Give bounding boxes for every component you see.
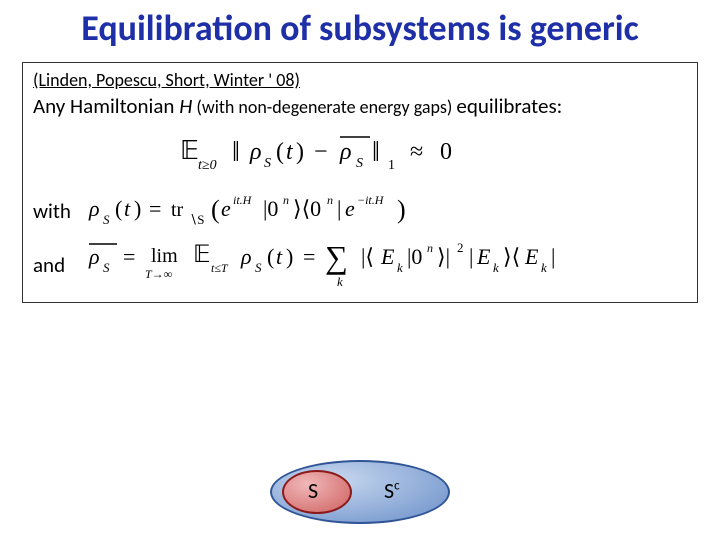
- svg-text:S: S: [103, 212, 110, 227]
- svg-text:): ): [134, 196, 141, 221]
- svg-text:|: |: [469, 244, 473, 269]
- stmt-paren: (with non-degenerate energy gaps): [192, 96, 456, 118]
- svg-text:2: 2: [457, 240, 464, 255]
- svg-text:∑: ∑: [325, 239, 348, 275]
- svg-text:=: =: [123, 244, 135, 269]
- svg-text:tr: tr: [171, 199, 184, 221]
- svg-text:it.H: it.H: [233, 193, 253, 207]
- svg-text:ρ: ρ: [249, 139, 262, 165]
- stmt-prefix: Any Hamiltonian: [33, 93, 179, 119]
- svg-text:ρ: ρ: [88, 244, 100, 269]
- svg-text:E: E: [476, 244, 491, 269]
- svg-text:∖S: ∖S: [189, 212, 205, 227]
- svg-text:n: n: [427, 241, 433, 255]
- math-and-svg: ρ S = lim T→∞ 𝔼 t≤T ρ S ( t ) = ∑ k: [89, 238, 669, 292]
- svg-text:𝔼: 𝔼: [193, 242, 211, 268]
- svg-text:S: S: [255, 260, 262, 275]
- svg-text:n: n: [327, 193, 333, 207]
- svg-text:=: =: [149, 196, 161, 221]
- svg-text:ρ: ρ: [240, 244, 252, 269]
- stmt-suffix: equilibrates:: [456, 93, 562, 119]
- page-title: Equilibration of subsystems is generic: [40, 10, 680, 48]
- and-label: and: [33, 252, 79, 278]
- svg-text:⟩⟨: ⟩⟨: [503, 244, 520, 269]
- equation-main: 𝔼 t≥0 ‖ ρ S ( t ) − ρ S ‖ 1 ≈: [33, 133, 687, 182]
- svg-text:): ): [397, 195, 406, 224]
- svg-text:|0: |0: [407, 244, 422, 269]
- svg-text:k: k: [337, 274, 343, 289]
- svg-text:E: E: [380, 244, 395, 269]
- equation-with-row: with ρ S ( t ) = tr ∖S ( e it.H |0 n ⟩⟨0…: [33, 192, 687, 230]
- svg-text:−it.H: −it.H: [357, 193, 385, 207]
- svg-text:0: 0: [440, 139, 452, 165]
- svg-text:|: |: [551, 244, 555, 269]
- svg-text:t: t: [276, 244, 283, 269]
- svg-text:‖: ‖: [372, 137, 380, 168]
- math-with-svg: ρ S ( t ) = tr ∖S ( e it.H |0 n ⟩⟨0 n | …: [89, 192, 509, 230]
- svg-text:t: t: [124, 196, 131, 221]
- svg-text:T→∞: T→∞: [145, 267, 173, 281]
- svg-text:|0: |0: [263, 196, 278, 221]
- svg-text:): ): [296, 139, 304, 165]
- svg-text:t≥0: t≥0: [198, 158, 217, 173]
- svg-text:S: S: [264, 156, 271, 171]
- svg-text:e: e: [345, 196, 355, 221]
- label-Sc: Sc: [384, 477, 400, 504]
- svg-text:⟩|: ⟩|: [437, 244, 450, 269]
- venn-diagram: S Sc: [270, 460, 470, 530]
- svg-text:lim: lim: [151, 245, 178, 267]
- svg-text:(: (: [211, 195, 220, 224]
- theorem-box: (Linden, Popescu, Short, Winter ' 08) An…: [22, 62, 698, 303]
- svg-text:n: n: [283, 193, 289, 207]
- stmt-H: H: [179, 93, 192, 119]
- svg-text:≈: ≈: [410, 139, 423, 165]
- svg-text:k: k: [493, 260, 499, 275]
- math-main-svg: 𝔼 t≥0 ‖ ρ S ( t ) − ρ S ‖ 1 ≈: [180, 133, 540, 177]
- svg-text:=: =: [303, 244, 315, 269]
- svg-text:t: t: [286, 139, 294, 165]
- svg-text:S: S: [103, 260, 110, 275]
- label-S: S: [308, 477, 318, 504]
- svg-text:S: S: [356, 156, 363, 171]
- svg-text:⟩⟨0: ⟩⟨0: [293, 196, 321, 221]
- svg-text:ρ: ρ: [339, 139, 352, 165]
- svg-text:‖: ‖: [232, 137, 240, 168]
- svg-text:−: −: [314, 139, 328, 165]
- with-label: with: [33, 198, 79, 224]
- svg-text:): ): [286, 244, 293, 269]
- svg-text:E: E: [524, 244, 539, 269]
- svg-text:𝔼: 𝔼: [180, 136, 199, 165]
- svg-text:|⟨: |⟨: [361, 244, 374, 269]
- svg-text:(: (: [115, 196, 122, 221]
- svg-text:1: 1: [388, 158, 395, 173]
- svg-text:ρ: ρ: [88, 196, 100, 221]
- citation: (Linden, Popescu, Short, Winter ' 08): [33, 69, 687, 91]
- svg-text:k: k: [541, 260, 547, 275]
- svg-text:k: k: [397, 260, 403, 275]
- theorem-statement: Any Hamiltonian H (with non-degenerate e…: [33, 93, 687, 119]
- svg-text:t≤T: t≤T: [211, 261, 229, 275]
- svg-text:(: (: [267, 244, 274, 269]
- svg-text:|: |: [337, 196, 341, 221]
- svg-text:e: e: [221, 196, 231, 221]
- equation-and-row: and ρ S = lim T→∞ 𝔼 t≤T ρ S ( t ) =: [33, 238, 687, 292]
- svg-text:(: (: [276, 139, 284, 165]
